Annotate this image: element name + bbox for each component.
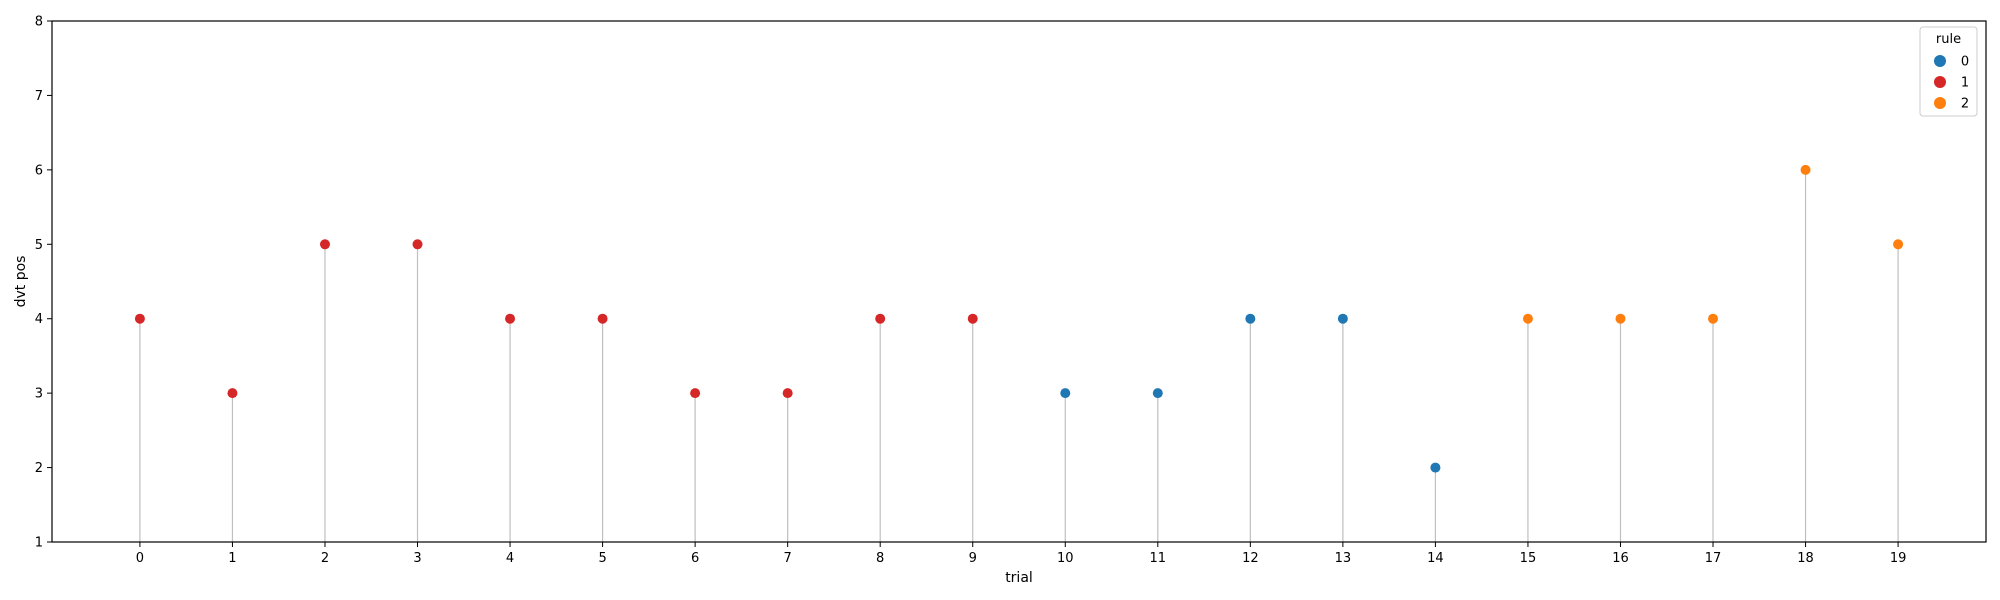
legend-label-1: 1	[1961, 76, 1969, 91]
data-point-4	[505, 313, 516, 324]
data-point-16	[1615, 313, 1626, 324]
y-tick-label-6: 7	[35, 89, 43, 104]
legend-box	[1919, 26, 1978, 117]
data-point-14	[1430, 462, 1441, 473]
stem-lines	[139, 169, 1899, 542]
legend-label-0: 0	[1961, 55, 1969, 70]
y-tick-label-2: 3	[35, 387, 43, 402]
x-tick-label-9: 9	[969, 551, 977, 566]
data-point-19	[1893, 239, 1904, 250]
x-tick-label-6: 6	[691, 551, 699, 566]
data-point-13	[1337, 313, 1348, 324]
y-axis-ticks: 1 2 3 4 5 6 7 8	[35, 15, 52, 551]
y-tick-label-5: 6	[35, 163, 43, 178]
legend-entries: 0 1 2	[1934, 55, 1969, 112]
legend-title: rule	[1936, 32, 1961, 47]
data-point-15	[1522, 313, 1533, 324]
x-tick-label-13: 13	[1335, 551, 1352, 566]
data-point-12	[1245, 313, 1256, 324]
data-point-18	[1800, 164, 1811, 175]
data-point-17	[1708, 313, 1719, 324]
data-point-9	[967, 313, 978, 324]
legend: rule 0 1 2	[1919, 26, 1978, 117]
x-tick-label-2: 2	[321, 551, 329, 566]
x-tick-label-5: 5	[598, 551, 606, 566]
data-markers	[134, 164, 1904, 473]
data-point-2	[319, 239, 330, 250]
x-tick-label-1: 1	[228, 551, 236, 566]
x-tick-label-16: 16	[1612, 551, 1629, 566]
y-tick-label-7: 8	[35, 15, 43, 30]
x-tick-label-4: 4	[506, 551, 514, 566]
data-point-8	[875, 313, 886, 324]
x-axis-label: trial	[1005, 570, 1033, 586]
legend-label-2: 2	[1961, 97, 1969, 112]
x-tick-label-11: 11	[1150, 551, 1167, 566]
plot-frame	[51, 20, 1987, 543]
x-tick-label-18: 18	[1797, 551, 1814, 566]
data-point-11	[1152, 388, 1163, 399]
x-tick-label-17: 17	[1705, 551, 1722, 566]
data-point-7	[782, 388, 793, 399]
y-axis-label: dvt pos	[13, 256, 29, 308]
data-point-0	[134, 313, 145, 324]
x-tick-label-8: 8	[876, 551, 884, 566]
y-tick-label-3: 4	[35, 312, 43, 327]
data-point-3	[412, 239, 423, 250]
x-tick-label-7: 7	[784, 551, 792, 566]
y-tick-label-4: 5	[35, 238, 43, 253]
legend-marker-0	[1934, 55, 1946, 67]
x-tick-label-14: 14	[1427, 551, 1444, 566]
x-tick-label-19: 19	[1890, 551, 1907, 566]
legend-marker-2	[1934, 97, 1946, 109]
legend-marker-1	[1934, 76, 1946, 88]
x-axis-ticks: 0 1 2 3 4 5 6 7 8 9 10 11 12 13 14 15 16 17 18 19	[136, 542, 1907, 566]
x-tick-label-0: 0	[136, 551, 144, 566]
x-tick-label-12: 12	[1242, 551, 1259, 566]
x-tick-label-3: 3	[413, 551, 421, 566]
data-point-10	[1060, 388, 1071, 399]
x-tick-label-10: 10	[1057, 551, 1074, 566]
data-point-1	[227, 388, 238, 399]
x-tick-label-15: 15	[1520, 551, 1537, 566]
y-tick-label-0: 1	[35, 536, 43, 551]
data-point-6	[690, 388, 701, 399]
y-tick-label-1: 2	[35, 461, 43, 476]
data-point-5	[597, 313, 608, 324]
